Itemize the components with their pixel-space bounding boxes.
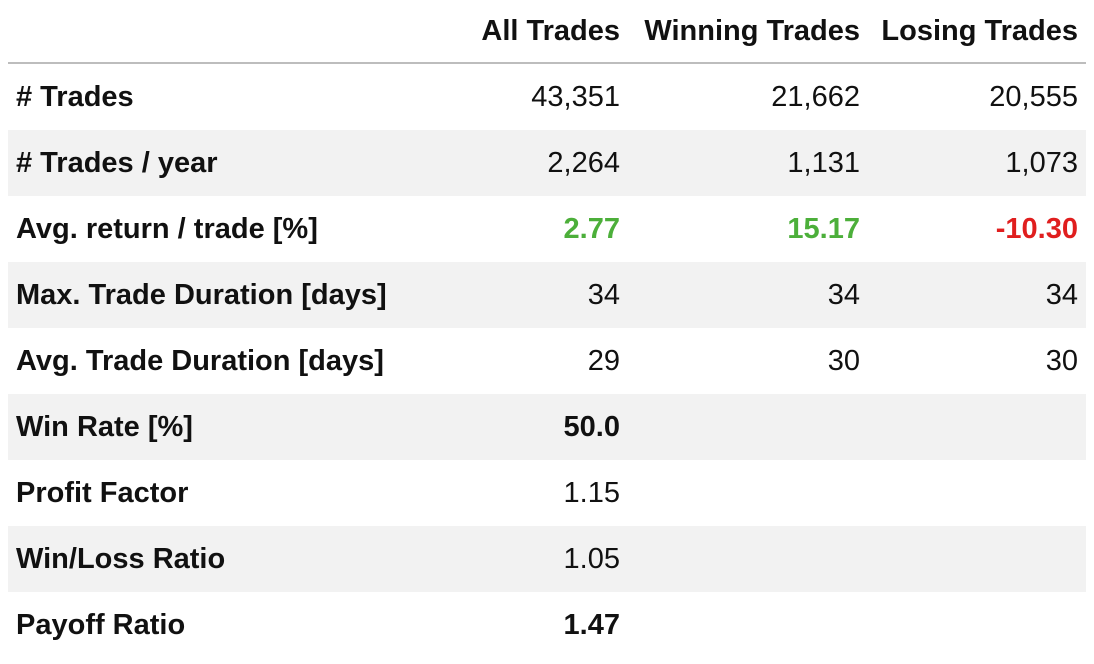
all-trades-value: 1.15 [563, 476, 620, 509]
table-row-payoff-ratio: Payoff Ratio 1.47 [8, 592, 1086, 658]
row-label: Profit Factor [16, 476, 189, 509]
row-label: Win Rate [%] [16, 410, 193, 443]
winning-trades-value: 21,662 [771, 80, 860, 113]
all-trades-value: 1.47 [563, 608, 620, 641]
losing-trades-value: -10.30 [995, 212, 1078, 245]
table-row-trades-per-year: # Trades / year 2,264 1,131 1,073 [8, 130, 1086, 196]
table-row-win-loss-ratio: Win/Loss Ratio 1.05 [8, 526, 1086, 592]
losing-trades-value: 34 [1045, 278, 1078, 311]
header-winning-trades: Winning Trades [644, 14, 860, 47]
row-label: Avg. Trade Duration [days] [16, 344, 384, 377]
all-trades-value: 2.77 [563, 212, 620, 245]
winning-trades-value: 15.17 [787, 212, 860, 245]
table-row-win-rate: Win Rate [%] 50.0 [8, 394, 1086, 460]
trade-statistics-table: All Trades Winning Trades Losing Trades … [8, 0, 1086, 658]
row-label: Max. Trade Duration [days] [16, 278, 387, 311]
table-row-avg-duration: Avg. Trade Duration [days] 29 30 30 [8, 328, 1086, 394]
winning-trades-value: 30 [827, 344, 860, 377]
all-trades-value: 2,264 [547, 146, 620, 179]
table-row-max-duration: Max. Trade Duration [days] 34 34 34 [8, 262, 1086, 328]
table-header: All Trades Winning Trades Losing Trades [8, 0, 1086, 64]
header-all-trades: All Trades [481, 14, 620, 47]
winning-trades-value: 34 [827, 278, 860, 311]
all-trades-value: 34 [587, 278, 620, 311]
row-label: Win/Loss Ratio [16, 542, 226, 575]
losing-trades-value: 30 [1045, 344, 1078, 377]
all-trades-value: 50.0 [563, 410, 620, 443]
row-label: # Trades / year [16, 146, 218, 179]
table-row-profit-factor: Profit Factor 1.15 [8, 460, 1086, 526]
table-row-avg-return: Avg. return / trade [%] 2.77 15.17 -10.3… [8, 196, 1086, 262]
row-label: # Trades [16, 80, 134, 113]
all-trades-value: 1.05 [563, 542, 620, 575]
all-trades-value: 43,351 [531, 80, 620, 113]
losing-trades-value: 20,555 [989, 80, 1078, 113]
all-trades-value: 29 [587, 344, 620, 377]
winning-trades-value: 1,131 [787, 146, 860, 179]
row-label: Payoff Ratio [16, 608, 186, 641]
table-row-trades: # Trades 43,351 21,662 20,555 [8, 64, 1086, 130]
losing-trades-value: 1,073 [1005, 146, 1078, 179]
header-losing-trades: Losing Trades [881, 14, 1078, 47]
row-label: Avg. return / trade [%] [16, 212, 318, 245]
